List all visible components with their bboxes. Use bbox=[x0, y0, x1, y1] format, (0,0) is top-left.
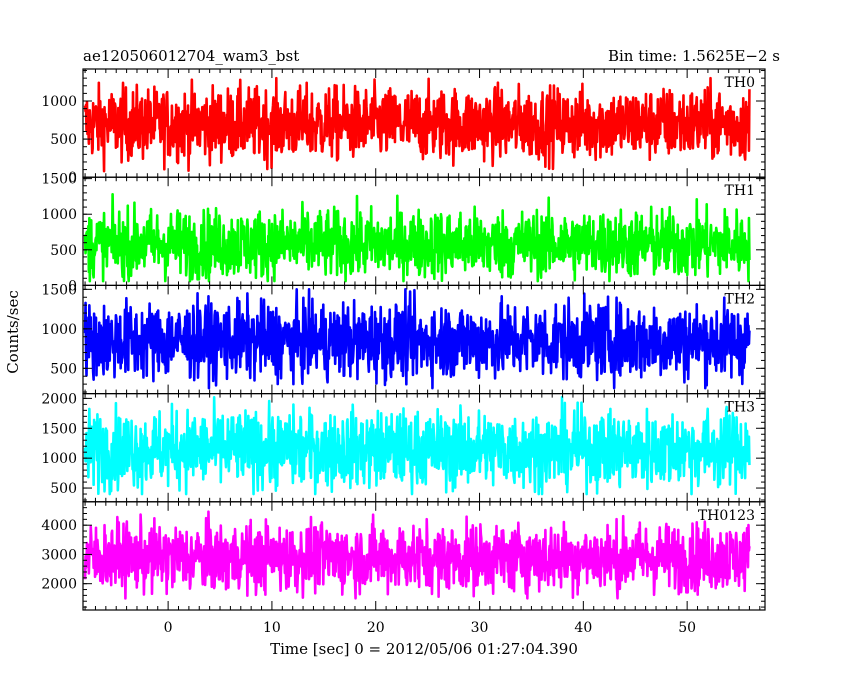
x-tick-label: 10 bbox=[263, 620, 281, 636]
panel-label: TH1 bbox=[725, 183, 755, 199]
y-tick-label: 500 bbox=[50, 481, 77, 497]
plot-title-left: ae120506012704_wam3_bst bbox=[83, 47, 299, 65]
y-tick-label: 2000 bbox=[41, 577, 77, 593]
series-line-th0123 bbox=[83, 510, 751, 600]
panel-group: 05001000TH0050010001500TH150010001500TH2… bbox=[41, 68, 766, 636]
panel-label: TH3 bbox=[725, 400, 755, 416]
series-line-th3 bbox=[83, 395, 751, 496]
plot-title-right: Bin time: 1.5625E−2 s bbox=[608, 47, 780, 65]
y-tick-label: 1000 bbox=[41, 451, 77, 467]
x-tick-label: 0 bbox=[164, 620, 173, 636]
y-tick-label: 500 bbox=[50, 243, 77, 259]
series-line-th0 bbox=[83, 76, 751, 173]
y-tick-label: 4000 bbox=[41, 518, 77, 534]
panel-frame bbox=[82, 501, 766, 611]
panel-label: TH0 bbox=[725, 75, 755, 91]
panel-th0: 0 500 1000 TH0 bbox=[41, 68, 766, 186]
x-tick-label: 40 bbox=[574, 620, 592, 636]
series-line-th2 bbox=[83, 288, 751, 390]
y-tick-label: 1000 bbox=[41, 207, 77, 223]
y-tick-label: 0 bbox=[68, 278, 77, 294]
x-tick-label: 50 bbox=[678, 620, 696, 636]
y-tick-label: 3000 bbox=[41, 547, 77, 563]
panel-th0123: 2000 3000 4000 TH0123 bbox=[41, 501, 766, 611]
x-tick-label: 30 bbox=[471, 620, 489, 636]
y-axis-label: Counts/sec bbox=[4, 290, 22, 374]
panel-label: TH2 bbox=[725, 291, 755, 307]
y-tick-label: 1000 bbox=[41, 322, 77, 338]
y-tick-label: 500 bbox=[50, 361, 77, 377]
x-axis-label: Time [sec] 0 = 2012/05/06 01:27:04.390 bbox=[270, 640, 578, 658]
y-tick-label: 1000 bbox=[41, 94, 77, 110]
panel-th1: 0 500 1000 1500 TH1 bbox=[41, 172, 766, 294]
y-tick-label: 1500 bbox=[41, 282, 77, 298]
series-line-th1 bbox=[83, 192, 751, 283]
y-tick-label: 0 bbox=[68, 170, 77, 186]
y-tick-label: 1500 bbox=[41, 172, 77, 188]
panel-th3: 500 1000 1500 2000 TH3 bbox=[41, 391, 766, 503]
y-tick-label: 2000 bbox=[41, 391, 77, 407]
y-tick-label: 500 bbox=[50, 132, 77, 148]
y-tick-label: 1500 bbox=[41, 421, 77, 437]
panel-label: TH0123 bbox=[698, 508, 755, 524]
panel-th2: 500 1000 1500 TH2 bbox=[41, 282, 766, 395]
x-tick-label: 20 bbox=[367, 620, 385, 636]
